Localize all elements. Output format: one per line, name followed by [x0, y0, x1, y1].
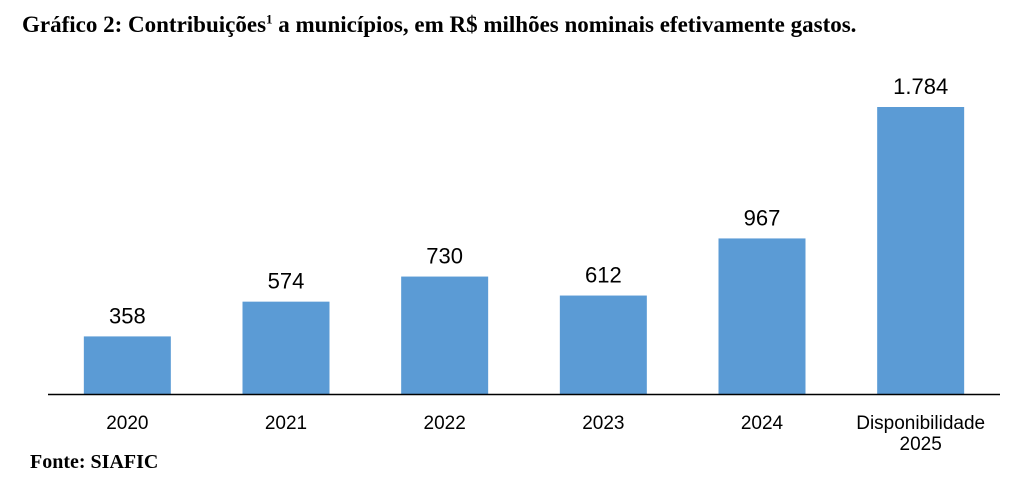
category-labels-group: 2020 2021 2022 2023 2024 Disponibilidade 2025: [106, 413, 985, 455]
bars-group: [83, 107, 965, 394]
bar-2021: [242, 301, 330, 394]
chart-title: Gráfico 2: Contribuições1 a municípios, …: [22, 12, 1012, 38]
category-label: 2020: [106, 413, 148, 434]
value-label: 1.784: [893, 74, 948, 99]
bar-2022: [401, 276, 489, 394]
value-label: 574: [268, 269, 305, 294]
category-label: 2021: [265, 413, 307, 434]
chart-title-rest: a municípios, em R$ milhões nominais efe…: [272, 12, 857, 37]
bar-2024: [718, 238, 806, 394]
value-label: 967: [744, 205, 781, 230]
value-labels-group: 358 574 730 612 967 1.784: [109, 74, 948, 328]
bar-2023: [559, 295, 647, 394]
chart-title-main: Gráfico 2: Contribuições: [22, 12, 267, 37]
bar-2020: [83, 336, 171, 394]
source-note: Fonte: SIAFIC: [30, 451, 159, 473]
chart-title-footnote-marker: 1: [266, 11, 273, 27]
category-label: 2022: [424, 413, 466, 434]
category-label: 2023: [582, 413, 624, 434]
value-label: 612: [585, 263, 622, 288]
value-label: 730: [426, 244, 463, 269]
bar-disponibilidade-2025: [877, 107, 965, 394]
category-label: Disponibilidade 2025: [856, 413, 985, 455]
value-label: 358: [109, 303, 146, 328]
category-label: 2024: [741, 413, 784, 434]
